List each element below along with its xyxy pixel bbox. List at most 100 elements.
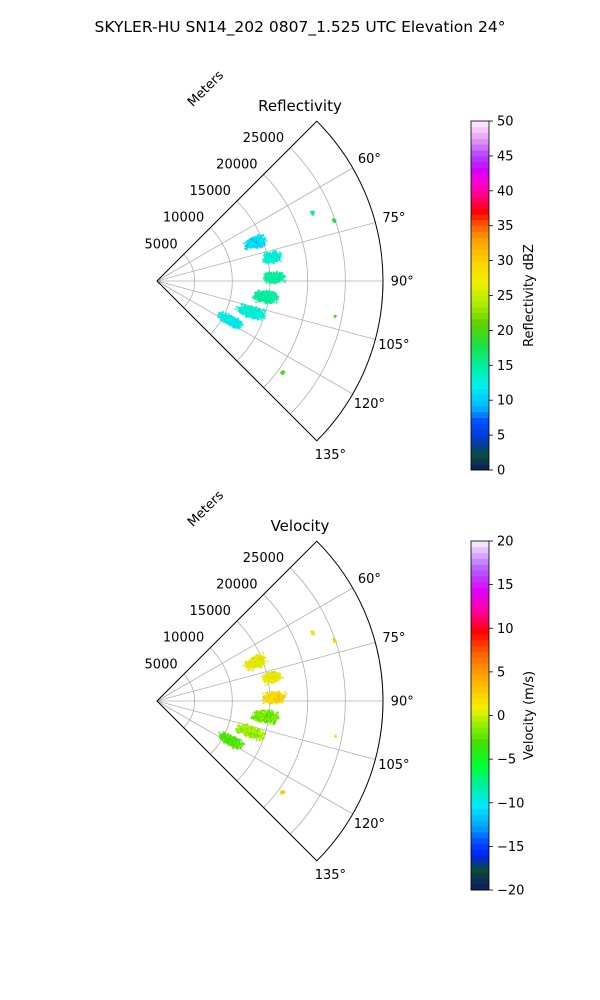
- echo-gate: [247, 664, 250, 667]
- echo-gate: [252, 244, 254, 246]
- echo-gate: [260, 297, 263, 299]
- echo-gate: [273, 272, 276, 275]
- echo-gate: [245, 667, 248, 669]
- echo-gate: [264, 255, 266, 258]
- colorbar-swatch: [471, 458, 489, 465]
- echo-gate: [257, 318, 259, 321]
- colorbar-tick-label: 10: [497, 394, 514, 409]
- echo-gate: [259, 293, 262, 295]
- echo-gate: [261, 293, 264, 296]
- echo-gate: [241, 306, 243, 308]
- echo-gate: [262, 658, 265, 661]
- echo-gate: [246, 315, 248, 318]
- colorbar-swatch: [471, 295, 489, 302]
- echo-gate: [272, 298, 274, 301]
- echo-gate: [274, 260, 277, 262]
- echo-gate: [259, 311, 262, 313]
- echo-gate: [230, 320, 232, 323]
- angle-tick-label: 135°: [315, 448, 346, 463]
- echo-gate: [256, 664, 259, 666]
- echo-gate: [270, 279, 273, 281]
- echo-gate: [244, 664, 247, 666]
- colorbar-swatch: [471, 243, 489, 250]
- echo-gate: [255, 295, 257, 297]
- echo-gate: [262, 656, 264, 659]
- echo-gate: [230, 315, 232, 318]
- colorbar-swatch: [471, 365, 489, 372]
- colorbar-swatch: [471, 254, 489, 261]
- echo-gate: [242, 311, 244, 314]
- echo-gate: [258, 296, 261, 299]
- echo-gate: [252, 237, 254, 239]
- echo-gate: [220, 314, 222, 316]
- echo-gate: [250, 667, 253, 669]
- echo-gate: [271, 301, 274, 303]
- echo-gate: [253, 240, 256, 243]
- echo-gate: [269, 299, 271, 302]
- echo-gate: [251, 308, 253, 310]
- colorbar-swatch: [471, 126, 489, 134]
- echo-gate: [238, 310, 241, 313]
- echo-gate: [267, 260, 270, 262]
- echo-gate: [222, 313, 224, 315]
- echo-gate: [262, 240, 265, 242]
- echo-gate: [224, 316, 227, 319]
- echo-gate: [251, 313, 254, 316]
- echo-gate: [239, 326, 241, 328]
- azimuth-spoke: [156, 587, 353, 702]
- echo-gate: [272, 292, 274, 295]
- echo-gate: [275, 281, 277, 283]
- echo-gate: [265, 298, 267, 301]
- echo-gate: [267, 275, 269, 278]
- echo-gate: [225, 317, 227, 320]
- echo-gate: [272, 261, 274, 264]
- echo-gate: [238, 324, 240, 326]
- echo-gate: [278, 277, 281, 280]
- echo-gate: [264, 260, 267, 263]
- echo-gate: [259, 659, 261, 661]
- echo-gate: [264, 278, 267, 281]
- echo-gate: [261, 296, 264, 298]
- echo-gate: [262, 234, 265, 237]
- echo-gate: [274, 252, 277, 254]
- echo-gate: [267, 271, 270, 273]
- echo-gate: [247, 239, 250, 242]
- echo-gate: [262, 261, 265, 263]
- echo-gate: [269, 281, 272, 283]
- echo-gate: [250, 665, 253, 668]
- echo-gate: [255, 310, 258, 313]
- echo-gate: [234, 319, 236, 322]
- echo-gate: [270, 277, 272, 279]
- echo-gate: [281, 676, 284, 679]
- echo-gate: [269, 282, 272, 285]
- colorbar-swatch: [471, 411, 489, 419]
- echo-gate: [249, 314, 252, 317]
- echo-gate: [258, 240, 260, 242]
- echo-gate: [270, 274, 272, 276]
- echo-gate: [269, 272, 271, 275]
- echo-gate: [247, 661, 250, 663]
- echo-gate: [267, 296, 270, 299]
- echo-gate: [265, 275, 268, 277]
- echo-gate: [252, 243, 255, 245]
- echo-gate: [252, 669, 254, 672]
- echo-gate: [270, 260, 273, 263]
- echo-gate: [282, 274, 285, 277]
- colorbar-tick-label: 0: [497, 464, 505, 479]
- echo-gate: [258, 297, 261, 300]
- echo-gate: [235, 319, 238, 322]
- echo-gate: [259, 309, 262, 312]
- echo-gate: [255, 664, 257, 667]
- echo-gate: [283, 281, 286, 283]
- echo-gate: [274, 282, 276, 285]
- echo-gate: [248, 306, 250, 309]
- colorbar-swatch: [471, 312, 489, 320]
- colorbar-swatch: [471, 260, 489, 267]
- echo-gate: [262, 679, 265, 681]
- echo-gate: [255, 244, 258, 246]
- echo-gate: [236, 323, 238, 326]
- echo-gate: [260, 664, 262, 666]
- echo-gate: [264, 299, 266, 302]
- echo-gate: [252, 657, 255, 659]
- echo-gate: [271, 273, 274, 275]
